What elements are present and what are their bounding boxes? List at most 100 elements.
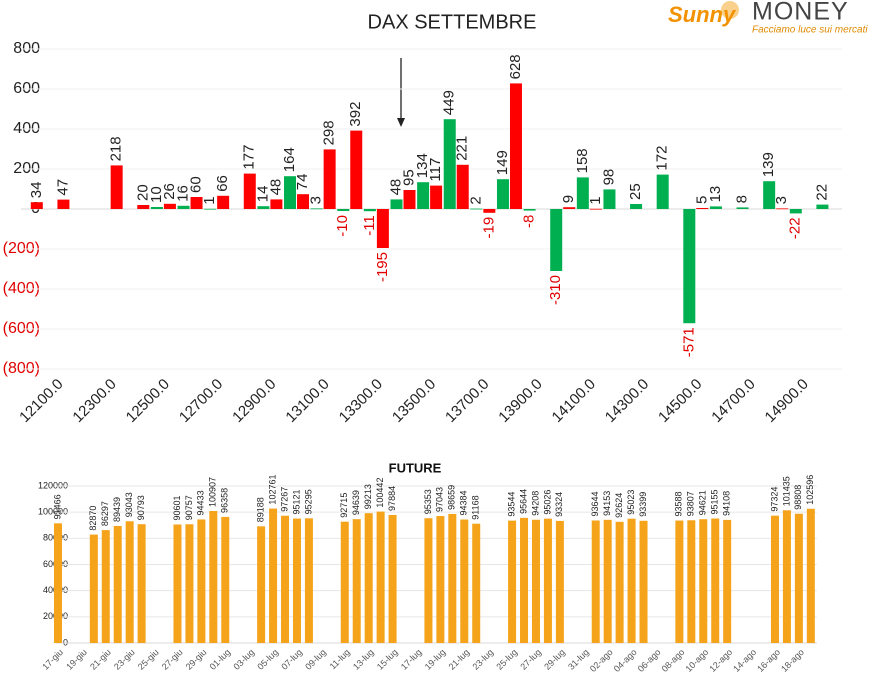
value-label: 16	[174, 185, 191, 202]
value-label: 628	[507, 54, 524, 79]
arrow-head	[397, 118, 405, 127]
bar	[550, 209, 563, 271]
value-label: 48	[387, 179, 404, 196]
x-tick-label: 14-ago	[731, 647, 758, 674]
x-tick-label: 12700.0	[176, 376, 226, 426]
value-label: 95353	[423, 489, 433, 514]
value-label: 94108	[722, 491, 732, 516]
bar	[696, 208, 709, 209]
bar	[456, 164, 469, 209]
value-label: 1	[587, 196, 604, 204]
value-label: -22	[787, 217, 804, 239]
x-tick-label: 29-giu	[184, 647, 209, 672]
bar	[816, 204, 829, 209]
bar	[337, 209, 350, 211]
bar	[197, 519, 206, 643]
x-tick-label: 14900.0	[762, 376, 812, 426]
value-label: -8	[521, 215, 538, 228]
value-label: 449	[441, 90, 458, 115]
value-label: 48	[267, 179, 284, 196]
value-label: 93544	[506, 492, 516, 517]
bar	[675, 520, 684, 643]
bar	[297, 194, 310, 209]
x-tick-label: 02-ago	[588, 647, 615, 674]
value-label: 95121	[291, 490, 301, 515]
bar	[630, 204, 643, 209]
value-label: 93588	[674, 492, 684, 517]
bar	[508, 520, 517, 643]
bar	[257, 526, 266, 643]
x-tick-label: 23-giu	[112, 647, 137, 672]
value-label: 90601	[172, 495, 182, 520]
bar	[523, 209, 536, 211]
bar	[125, 521, 134, 643]
logo-name: MONEY	[752, 0, 849, 26]
bar	[270, 199, 283, 209]
x-tick-label: 04-ago	[612, 647, 639, 674]
bar	[364, 513, 373, 643]
value-label: 100907	[208, 477, 218, 507]
bar	[472, 523, 481, 643]
x-tick-label: 09-lug	[303, 647, 328, 672]
value-label: 5	[693, 196, 710, 204]
bar	[340, 521, 349, 643]
bar	[615, 521, 624, 643]
value-label: 1	[201, 196, 218, 204]
bar	[390, 199, 403, 209]
x-tick-label: 12900.0	[229, 376, 279, 426]
chart-title: DAX SETTEMBRE	[368, 11, 537, 33]
bar	[89, 534, 98, 643]
value-label: 158	[574, 148, 591, 173]
value-label: 392	[347, 102, 364, 127]
bar	[543, 518, 552, 643]
value-label: 95644	[518, 489, 528, 514]
bar	[137, 524, 146, 643]
value-label: -571	[680, 327, 697, 357]
bar	[520, 517, 529, 643]
x-tick-label: 14300.0	[602, 376, 652, 426]
bar	[709, 206, 722, 209]
value-label: 92624	[614, 493, 624, 518]
y-tick-label: 100000	[38, 507, 68, 517]
bar	[323, 149, 336, 209]
value-label: 91466	[52, 494, 62, 519]
value-label: 95295	[303, 489, 313, 514]
value-label: 97324	[769, 487, 779, 512]
value-label: 98	[600, 169, 617, 186]
x-tick-label: 13900.0	[495, 376, 545, 426]
bar	[101, 530, 110, 643]
x-tick-label: 12300.0	[69, 376, 119, 426]
x-tick-label: 25-lug	[494, 647, 519, 672]
logo-brand: Sunny	[668, 2, 737, 27]
bar	[243, 173, 256, 209]
bar	[163, 203, 176, 209]
bar	[110, 165, 123, 209]
value-label: 98808	[793, 485, 803, 510]
bar	[723, 519, 732, 643]
bar	[687, 520, 696, 643]
value-label: 26	[161, 183, 178, 200]
bar	[30, 202, 43, 209]
value-label: 149	[494, 150, 511, 175]
bar	[806, 508, 815, 643]
value-label: 95026	[542, 490, 552, 515]
bar	[776, 208, 789, 210]
bar	[304, 518, 313, 643]
bar	[190, 197, 203, 209]
value-label: 97884	[387, 486, 397, 511]
bar	[436, 516, 445, 643]
value-label: 94639	[351, 490, 361, 515]
bar	[137, 205, 150, 209]
x-tick-label: 17-lug	[399, 647, 424, 672]
value-label: 34	[28, 182, 45, 199]
bar	[770, 515, 779, 643]
bar	[603, 519, 612, 643]
value-label: 2	[467, 196, 484, 204]
bar	[269, 508, 278, 643]
x-tick-label: 13-lug	[351, 647, 376, 672]
bar	[113, 525, 122, 643]
value-label: 93644	[590, 491, 600, 516]
x-tick-label: 17-giu	[40, 647, 65, 672]
value-label: 22	[813, 184, 830, 201]
value-label: 94153	[602, 491, 612, 516]
